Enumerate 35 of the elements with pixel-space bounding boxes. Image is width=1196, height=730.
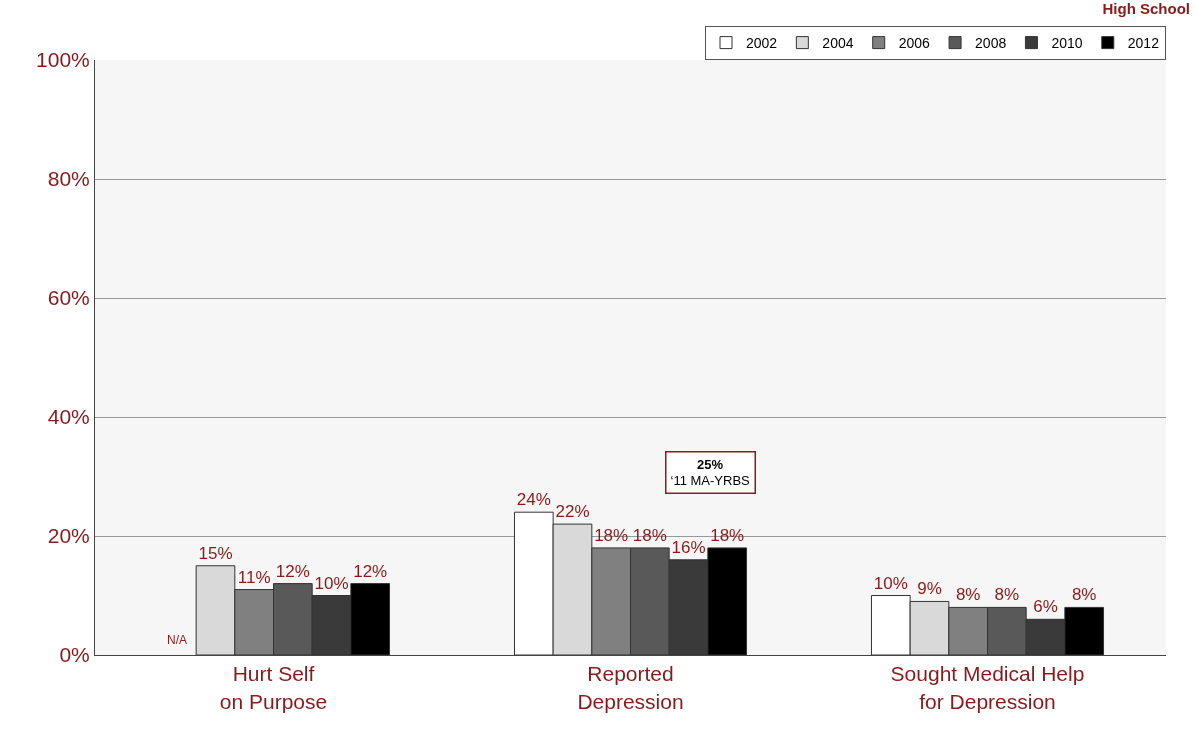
x-tick-label: Sought Medical Help for Depression [890,662,1085,713]
y-tick-label: 40% [47,405,90,429]
y-tick-label: 60% [47,286,90,310]
data-label: 12% [353,561,388,581]
legend-label: 2008 [975,35,1007,52]
data-label: 11% [237,567,271,587]
data-label: 10% [314,573,349,593]
data-label: 10% [873,573,908,593]
y-tick-label: 20% [47,524,90,548]
data-label: 22% [555,502,590,522]
data-label: 15% [198,543,233,563]
y-tick-label: 100% [36,48,90,72]
data-label: 8% [994,585,1020,605]
data-label: 8% [1071,585,1097,605]
data-label: 6% [1033,597,1058,617]
y-tick-label: 80% [47,167,90,191]
legend-label: 2012 [1127,35,1160,52]
data-label: 8% [955,585,981,605]
data-label: 18% [632,525,667,545]
x-tick-label: Hurt Self on Purpose [219,662,328,713]
data-label: 24% [516,490,551,510]
data-label: 12% [275,561,310,581]
text: N/A [167,633,188,647]
legend-label: 2002 [746,35,778,52]
data-label: 9% [917,579,942,599]
legend-label: 2004 [822,35,854,52]
data-label: 18% [594,525,629,545]
annotation: 25% ‘11 MA-YRBS [670,456,751,489]
data-label: 16% [671,537,706,557]
legend-label: 2010 [1051,35,1083,52]
y-tick-label: 0% [59,643,90,667]
x-tick-label: Reported Depression [577,662,684,713]
chart-title: High School [1102,0,1191,18]
data-label: 18% [710,525,745,545]
legend-label: 2006 [898,35,931,52]
